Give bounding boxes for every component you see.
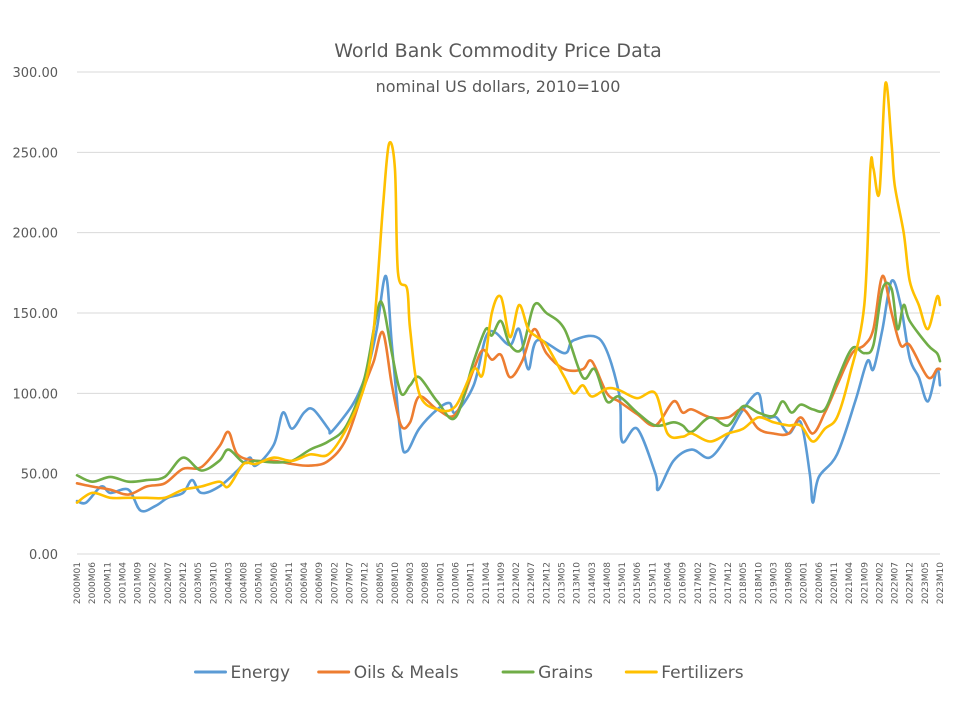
x-tick-label: 2019M08 bbox=[785, 562, 795, 604]
x-tick-label: 2007M07 bbox=[346, 562, 356, 604]
x-tick-label: 2006M04 bbox=[300, 562, 310, 604]
x-tick-label: 2016M04 bbox=[663, 562, 673, 604]
x-tick-label: 2004M08 bbox=[240, 562, 250, 604]
x-tick-label: 2020M11 bbox=[830, 562, 840, 604]
x-tick-label: 2002M12 bbox=[179, 562, 189, 604]
x-tick-label: 2005M01 bbox=[255, 562, 265, 604]
y-tick-label: 0.00 bbox=[29, 548, 58, 563]
x-tick-label: 2010M01 bbox=[436, 562, 446, 604]
x-tick-label: 2003M05 bbox=[194, 562, 204, 604]
x-tick-label: 2017M12 bbox=[724, 562, 734, 604]
y-tick-label: 50.00 bbox=[21, 468, 58, 483]
x-tick-label: 2016M09 bbox=[679, 562, 689, 604]
x-tick-label: 2015M11 bbox=[648, 562, 658, 604]
series-line-grains bbox=[75, 281, 942, 484]
x-tick-label: 2007M02 bbox=[330, 562, 340, 604]
x-tick-label: 2001M09 bbox=[134, 562, 144, 604]
x-tick-label: 2002M02 bbox=[149, 562, 159, 604]
x-tick-label: 2011M04 bbox=[482, 562, 492, 604]
legend-label: Grains bbox=[538, 663, 593, 683]
x-tick-label: 2003M10 bbox=[209, 562, 219, 604]
x-tick-label: 2008M10 bbox=[391, 562, 401, 604]
x-tick-label: 2022M12 bbox=[906, 562, 916, 604]
legend-label: Oils & Meals bbox=[354, 663, 459, 683]
x-tick-label: 2013M05 bbox=[557, 562, 567, 604]
legend: Energy Oils & Meals Grains Fertilizers bbox=[194, 663, 744, 683]
x-tick-label: 2005M06 bbox=[270, 562, 280, 604]
x-tick-label: 2021M04 bbox=[845, 562, 855, 604]
x-tick-label: 2001M04 bbox=[118, 562, 128, 604]
x-tick-label: 2015M06 bbox=[633, 562, 643, 604]
x-tick-label: 2000M06 bbox=[88, 562, 98, 604]
x-tick-label: 2021M09 bbox=[860, 562, 870, 604]
x-tick-label: 2013M10 bbox=[573, 562, 583, 604]
series-line-fertilizers bbox=[75, 81, 942, 504]
x-tick-label: 2008M05 bbox=[376, 562, 386, 604]
x-tick-label: 2002M07 bbox=[164, 562, 174, 604]
x-tick-label: 2012M02 bbox=[512, 562, 522, 604]
x-tick-label: 2012M12 bbox=[542, 562, 552, 604]
x-tick-label: 2018M10 bbox=[754, 562, 764, 604]
chart-title: World Bank Commodity Price Data bbox=[334, 40, 662, 62]
y-tick-label: 150.00 bbox=[13, 307, 59, 322]
y-tick-label: 300.00 bbox=[13, 66, 59, 81]
series-lines bbox=[75, 81, 942, 513]
x-tick-label: 2009M03 bbox=[406, 562, 416, 604]
legend-item-oils-meals: Oils & Meals bbox=[317, 663, 459, 683]
legend-item-fertilizers: Fertilizers bbox=[624, 663, 744, 683]
y-axis-ticks: 0.00 50.00 100.00 150.00 200.00 250.00 300.00 bbox=[13, 66, 59, 563]
chart-subtitle: nominal US dollars, 2010=100 bbox=[376, 77, 621, 96]
x-tick-label: 2017M02 bbox=[694, 562, 704, 604]
x-tick-label: 2009M08 bbox=[421, 562, 431, 604]
x-tick-label: 2020M01 bbox=[800, 562, 810, 604]
legend-label: Fertilizers bbox=[661, 663, 744, 683]
x-axis-ticks: 2000M01 2000M06 2000M11 2001M04 2001M09 2002M… bbox=[73, 562, 946, 604]
legend-item-grains: Grains bbox=[501, 663, 593, 683]
x-tick-label: 2014M03 bbox=[588, 562, 598, 604]
x-tick-label: 2017M07 bbox=[709, 562, 719, 604]
gridlines bbox=[77, 71, 940, 555]
x-tick-label: 2007M12 bbox=[361, 562, 371, 604]
x-tick-label: 2022M02 bbox=[875, 562, 885, 604]
x-tick-label: 2023M05 bbox=[921, 562, 931, 604]
x-tick-label: 2006M09 bbox=[315, 562, 325, 604]
x-tick-label: 2023M10 bbox=[936, 562, 946, 604]
x-tick-label: 2005M11 bbox=[285, 562, 295, 604]
legend-item-energy: Energy bbox=[194, 663, 291, 683]
legend-label: Energy bbox=[231, 663, 291, 683]
x-tick-label: 2022M07 bbox=[891, 562, 901, 604]
y-tick-label: 200.00 bbox=[13, 227, 59, 242]
x-tick-label: 2000M01 bbox=[73, 562, 83, 604]
y-tick-label: 100.00 bbox=[13, 387, 59, 402]
x-tick-label: 2004M03 bbox=[224, 562, 234, 604]
x-tick-label: 2011M09 bbox=[497, 562, 507, 604]
x-tick-label: 2020M06 bbox=[815, 562, 825, 604]
x-tick-label: 2010M11 bbox=[467, 562, 477, 604]
x-tick-label: 2019M03 bbox=[769, 562, 779, 604]
y-tick-label: 250.00 bbox=[13, 146, 59, 161]
x-tick-label: 2010M06 bbox=[452, 562, 462, 604]
x-tick-label: 2000M11 bbox=[103, 562, 113, 604]
x-tick-label: 2018M05 bbox=[739, 562, 749, 604]
x-tick-label: 2015M01 bbox=[618, 562, 628, 604]
x-tick-label: 2014M08 bbox=[603, 562, 613, 604]
x-tick-label: 2012M07 bbox=[527, 562, 537, 604]
series-line-oils-meals bbox=[75, 274, 942, 496]
